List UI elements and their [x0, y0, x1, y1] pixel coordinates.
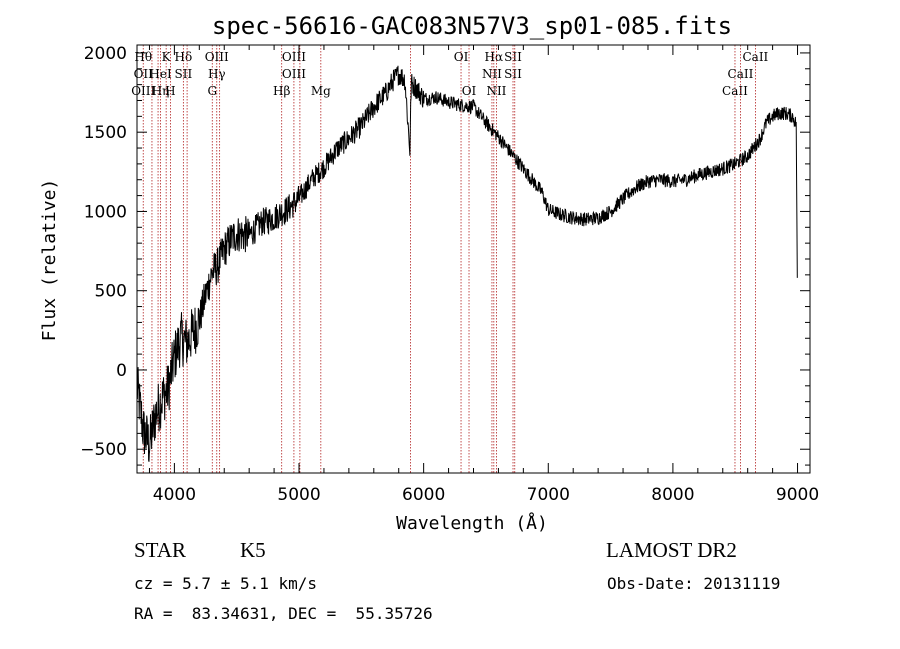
- spectral-line-label: HeI: [149, 67, 172, 81]
- spectral-line-label: SII: [504, 50, 522, 64]
- spectral-line-label: SII: [175, 67, 193, 81]
- spectral-line-label: OI: [454, 50, 469, 64]
- y-tick-label: 1000: [84, 202, 127, 222]
- y-tick-label: 1500: [84, 123, 127, 143]
- chart-title: spec-56616-GAC083N57V3_sp01-085.fits: [212, 12, 732, 40]
- spectral-line-label: K: [162, 50, 172, 64]
- spectral-line-label: Hθ: [134, 50, 152, 64]
- spectral-line-label: CaII: [728, 67, 754, 81]
- x-tick-label: 5000: [277, 485, 320, 505]
- y-tick-label: 2000: [84, 44, 127, 64]
- spectrum-series: [136, 65, 798, 462]
- spectral-line-label: NII: [486, 84, 506, 98]
- spectral-line-label: NII: [482, 67, 502, 81]
- x-tick-label: 9000: [776, 485, 819, 505]
- y-tick-label: 0: [116, 361, 127, 381]
- y-tick-label: 500: [95, 282, 127, 302]
- redshift-cz: cz = 5.7 ± 5.1 km/s: [134, 574, 318, 593]
- y-tick-label: −500: [80, 440, 127, 460]
- plot-frame: [136, 44, 811, 474]
- observation-date: Obs-Date: 20131119: [607, 574, 781, 593]
- spectral-line-label: OIII: [282, 67, 306, 81]
- spectral-line-label: Hγ: [208, 67, 226, 81]
- spectral-line-label: SII: [504, 67, 522, 81]
- spectral-line-label: OII: [134, 67, 154, 81]
- y-axis-label: Flux (relative): [39, 179, 60, 342]
- spectral-line-markers: HθOIIOIIIHeIHηKHHδSIIGOIIIHγHβOIIIOIIIMg…: [131, 45, 769, 473]
- spectral-line-label: Mg: [311, 84, 331, 98]
- spectral-line-label: CaII: [722, 84, 748, 98]
- spectral-line-label: H: [165, 84, 175, 98]
- x-tick-label: 7000: [527, 485, 570, 505]
- spectral-line-label: G: [207, 84, 217, 98]
- ra-dec-coordinates: RA = 83.34631, DEC = 55.35726: [134, 604, 433, 623]
- x-axis-label: Wavelength (Å): [396, 512, 548, 534]
- object-subclass: K5: [240, 538, 266, 562]
- spectral-line-label: OIII: [205, 50, 229, 64]
- spectral-line-label: OIII: [282, 50, 306, 64]
- axis-ticks: 4000 5000 6000 7000 8000 9000 −500 0 500 1000 1500…: [80, 44, 819, 505]
- x-tick-label: 8000: [651, 485, 694, 505]
- spectral-line-label: Hβ: [273, 84, 290, 98]
- spectral-line-label: Hη: [152, 84, 170, 98]
- spectrum-line: [136, 65, 798, 462]
- spectral-line-label: Hδ: [175, 50, 193, 64]
- x-tick-label: 4000: [153, 485, 196, 505]
- object-class: STAR: [134, 538, 186, 562]
- spectral-line-label: Hα: [485, 50, 504, 64]
- survey-name: LAMOST DR2: [606, 538, 737, 562]
- spectral-line-label: CaII: [742, 50, 768, 64]
- x-tick-label: 6000: [402, 485, 445, 505]
- spectral-line-label: OI: [462, 84, 477, 98]
